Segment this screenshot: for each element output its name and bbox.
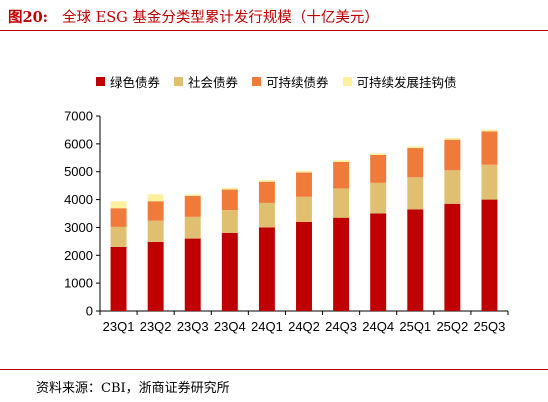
y-tick-label: 3000	[64, 220, 93, 235]
bar-segment-sustainability-linked-bond	[184, 194, 201, 196]
x-tick-label: 23Q4	[214, 319, 246, 334]
bar-segment-green-bond	[444, 203, 461, 311]
y-tick-label: 5000	[64, 164, 93, 179]
bar-segment-sustainability-bond	[333, 161, 350, 189]
x-tick-label: 23Q2	[140, 319, 172, 334]
x-tick-label: 24Q4	[362, 319, 394, 334]
source-note: 资料来源：CBI，浙商证券研究所	[36, 381, 230, 396]
bar-segment-sustainability-bond	[110, 208, 127, 227]
bar-segment-social-bond	[296, 196, 312, 222]
legend-label-social-bond: 社会债券	[188, 75, 239, 90]
bar-segment-social-bond	[221, 210, 238, 233]
y-tick-label: 4000	[64, 192, 93, 207]
legend-label-sustainability-bond: 可持续债券	[266, 75, 329, 90]
bar-segment-social-bond	[258, 202, 275, 228]
bar-segment-sustainability-linked-bond	[370, 153, 387, 155]
bar-segment-green-bond	[221, 233, 238, 311]
bar-segment-green-bond	[258, 227, 275, 311]
chart-labels: 0 1000 2000 3000 4000 5000 6000 7000 23Q1 23Q2 23Q…	[64, 109, 505, 335]
bar-segment-green-bond	[296, 221, 312, 311]
y-tick-label: 1000	[64, 276, 93, 291]
bar-segment-social-bond	[370, 182, 387, 214]
bar-segment-sustainability-linked-bond	[221, 187, 238, 190]
bar-segment-sustainability-linked-bond	[147, 194, 164, 202]
bar-segment-sustainability-linked-bond	[333, 160, 350, 162]
legend-item-green-bond: 绿色债券	[96, 72, 160, 91]
bar-segment-social-bond	[147, 220, 164, 242]
bar-segment-sustainability-linked-bond	[110, 201, 127, 209]
bar-segment-sustainability-linked-bond	[407, 146, 424, 149]
x-tick-label: 25Q2	[436, 319, 468, 334]
x-tick-label: 23Q3	[177, 319, 209, 334]
legend-item-sustainability-linked-bond: 可持续发展挂钩债	[342, 72, 457, 91]
bar-segment-social-bond	[444, 170, 461, 204]
bar-segment-social-bond	[110, 226, 127, 247]
bar-segment-sustainability-bond	[258, 181, 275, 203]
bar-segment-green-bond	[110, 246, 127, 311]
bar-segment-green-bond	[407, 209, 424, 311]
bar-segment-sustainability-bond	[370, 155, 387, 183]
legend-swatch-social-bond	[174, 77, 184, 86]
figure-title-text: 全球 ESG 基金分类型累计发行规模（十亿美元）	[62, 10, 379, 26]
y-tick-label: 6000	[64, 136, 93, 151]
bar-segment-sustainability-bond	[296, 172, 312, 197]
y-tick-label: 2000	[64, 248, 93, 263]
figure-title: 图20: 全球 ESG 基金分类型累计发行规模（十亿美元）	[8, 6, 379, 27]
bar-segment-sustainability-bond	[221, 189, 238, 211]
bar-segment-sustainability-bond	[481, 131, 498, 165]
bar-segment-sustainability-linked-bond	[444, 138, 461, 140]
bar-segment-sustainability-bond	[147, 201, 164, 221]
bar-segment-sustainability-linked-bond	[258, 180, 275, 182]
legend-swatch-green-bond	[96, 77, 105, 86]
y-tick-label: 7000	[64, 109, 93, 124]
bar-segment-social-bond	[481, 164, 498, 200]
chart-bars	[110, 129, 498, 311]
x-tick-label: 25Q1	[399, 319, 431, 334]
source-rule	[0, 369, 548, 370]
bar-segment-social-bond	[407, 177, 424, 210]
chart-legend: 绿色债券 社会债券 可持续债券 可持续发展挂钩债	[96, 72, 457, 91]
bar-segment-green-bond	[370, 213, 387, 311]
bar-segment-social-bond	[184, 216, 201, 239]
bar-segment-social-bond	[333, 188, 350, 218]
x-tick-label: 24Q1	[251, 319, 283, 334]
bar-segment-green-bond	[333, 217, 350, 311]
y-tick-label: 0	[86, 304, 93, 319]
x-tick-label: 24Q3	[325, 319, 357, 334]
bar-segment-green-bond	[184, 238, 201, 311]
x-tick-label: 24Q2	[288, 319, 320, 334]
figure-number: 图20:	[8, 9, 49, 26]
bar-segment-sustainability-linked-bond	[296, 170, 312, 173]
legend-label-green-bond: 绿色债券	[110, 75, 161, 90]
bar-segment-green-bond	[481, 199, 498, 311]
legend-swatch-sustainability-linked-bond	[342, 77, 352, 86]
bar-segment-sustainability-linked-bond	[481, 129, 498, 132]
legend-item-social-bond: 社会债券	[174, 72, 238, 91]
title-rule	[0, 30, 548, 31]
x-tick-label: 23Q1	[103, 319, 135, 334]
bar-segment-sustainability-bond	[184, 195, 201, 217]
legend-swatch-sustainability-bond	[252, 77, 262, 86]
legend-label-sustainability-linked-bond: 可持续发展挂钩债	[356, 75, 457, 90]
bar-segment-sustainability-bond	[444, 139, 461, 171]
bar-segment-green-bond	[147, 241, 164, 311]
x-tick-label: 25Q3	[474, 319, 506, 334]
bar-segment-sustainability-bond	[407, 148, 424, 178]
legend-item-sustainability-bond: 可持续债券	[252, 72, 329, 91]
